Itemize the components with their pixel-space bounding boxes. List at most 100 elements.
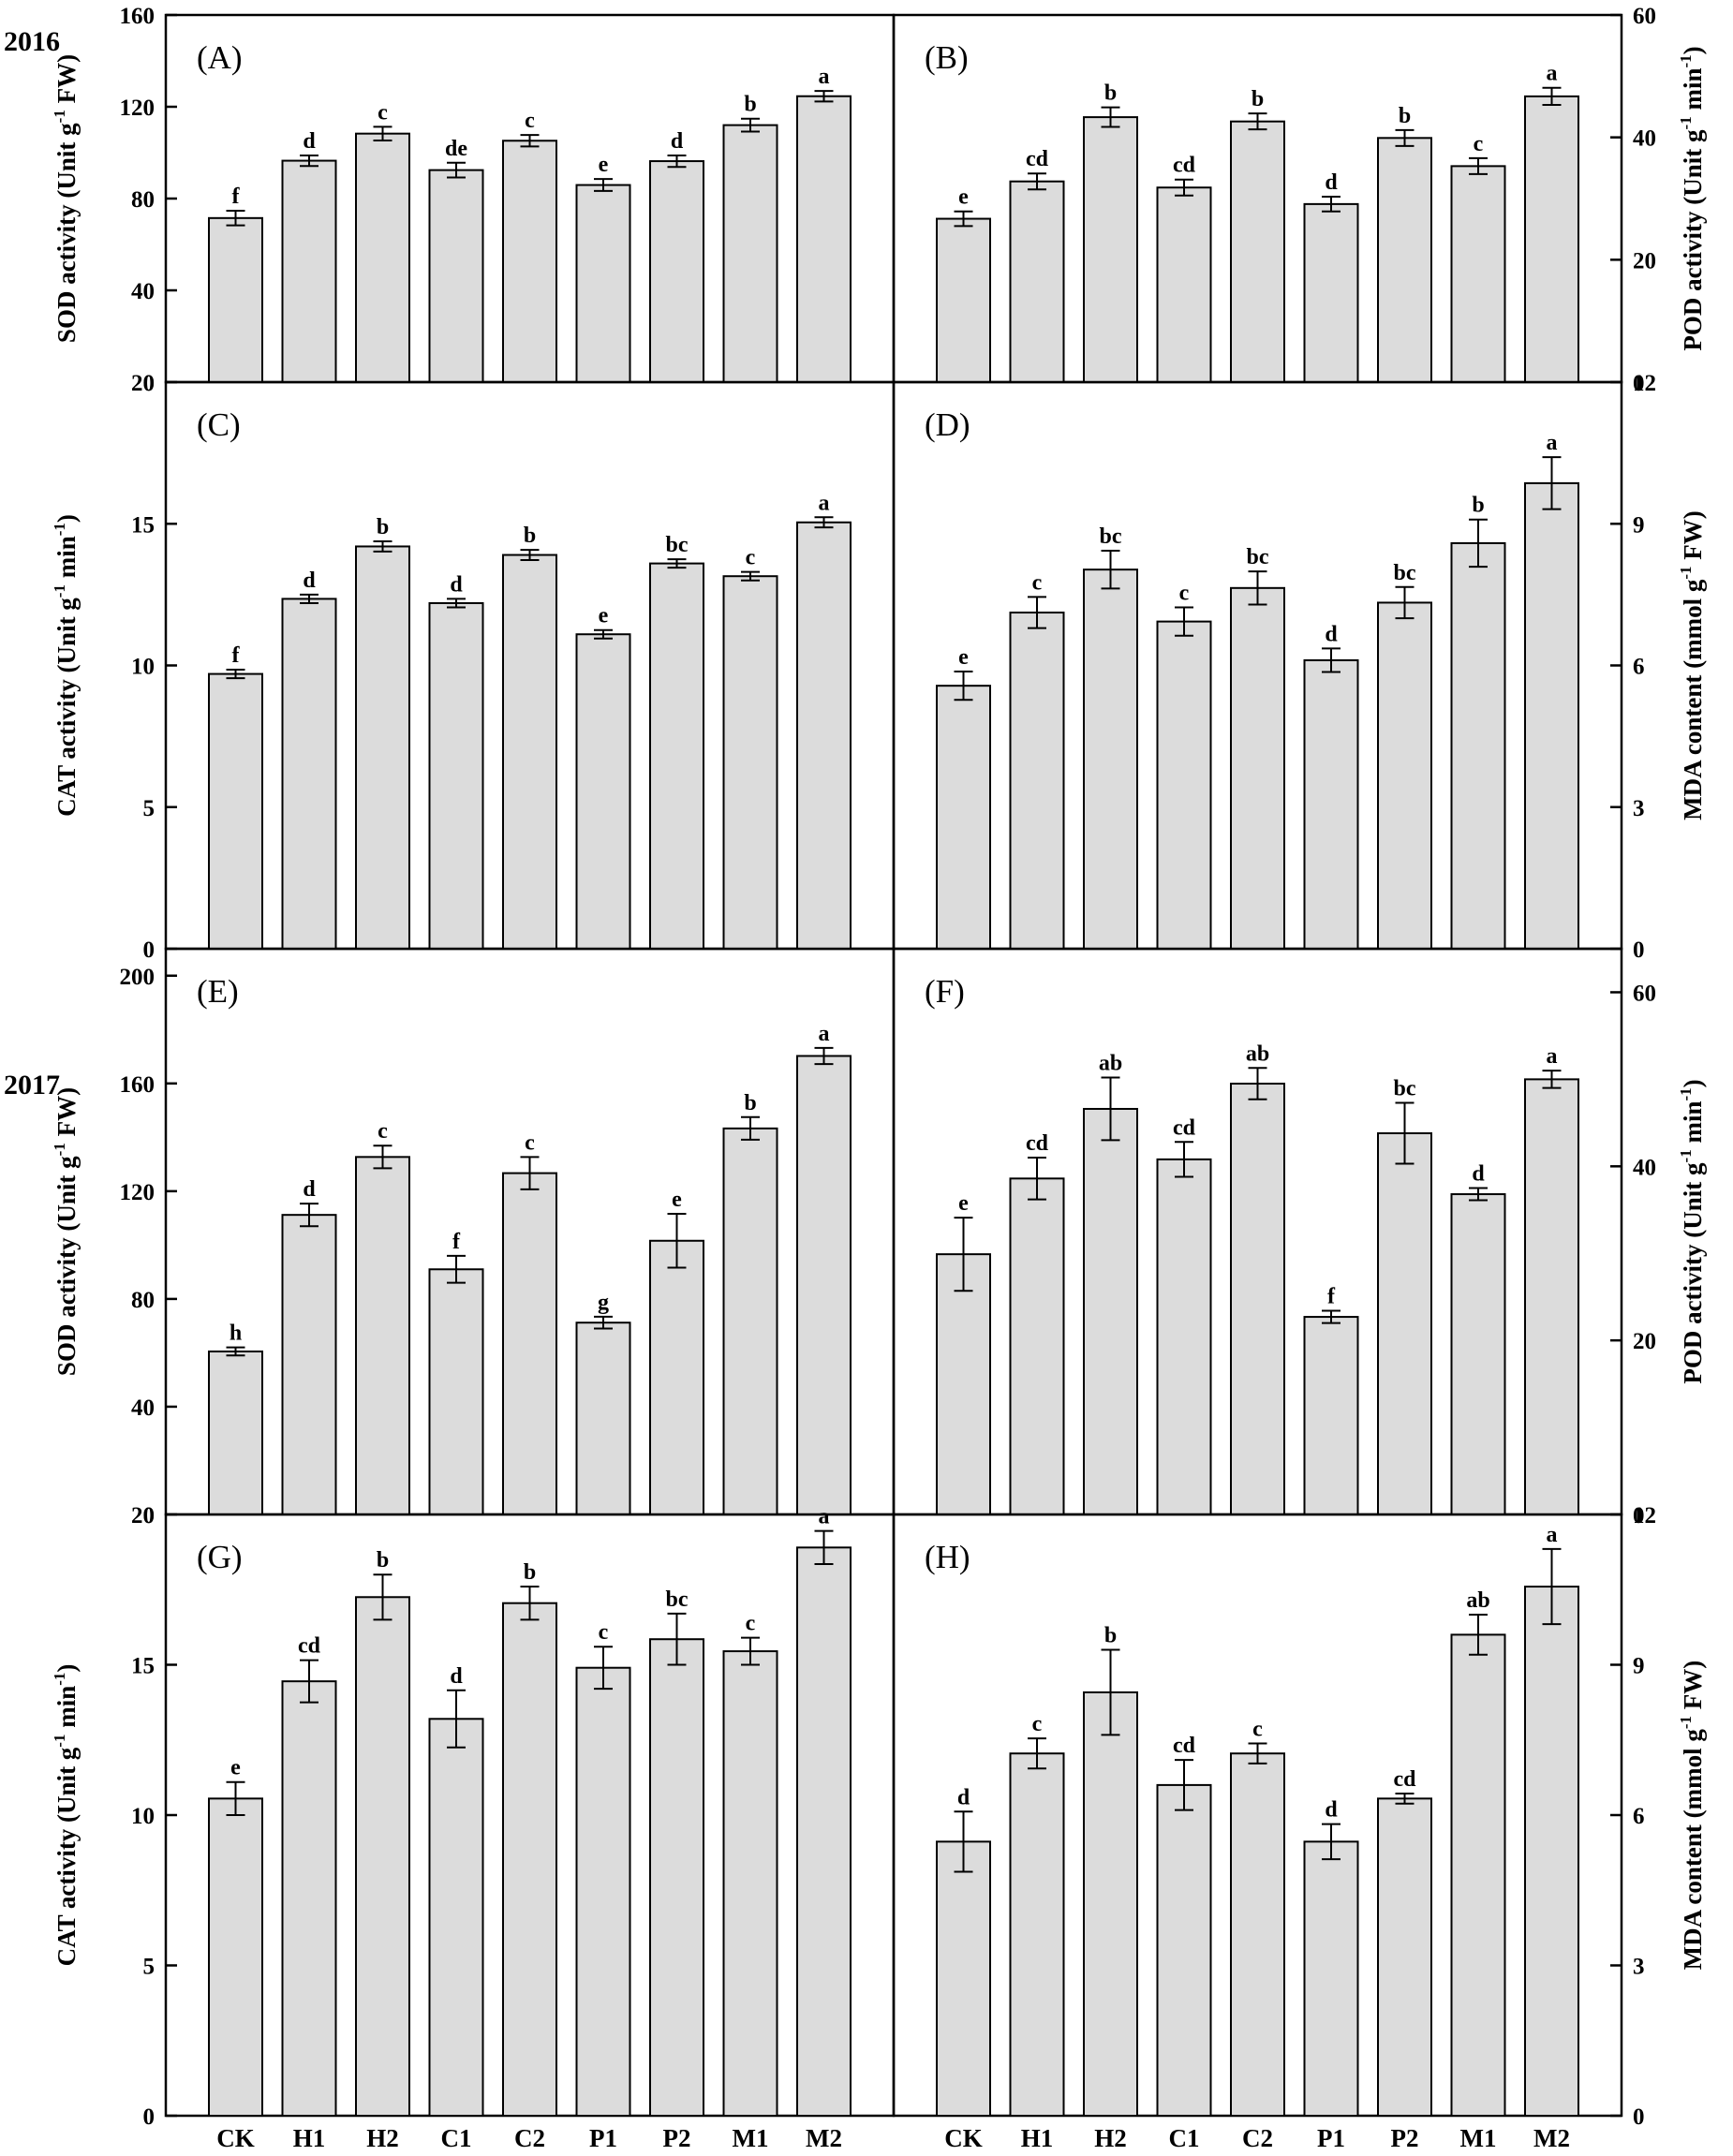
y-tick-label: 15 xyxy=(131,1654,155,1679)
bar-c1 xyxy=(428,1268,484,1516)
significance-letter: a xyxy=(819,1505,830,1529)
significance-letter: a xyxy=(819,491,830,515)
bar-m2 xyxy=(1524,1078,1579,1516)
bar-p1 xyxy=(575,633,631,950)
panel-d: (D) 0 3 6 9 12 MDA content (mmol g-1 FW) e c bc c b… xyxy=(892,371,1707,963)
y-tick-label: 160 xyxy=(120,4,156,29)
significance-letter: d xyxy=(450,572,463,597)
significance-letter: e xyxy=(599,153,609,177)
significance-letter: h xyxy=(230,1322,242,1346)
bar-m2 xyxy=(796,1055,852,1516)
bar-h1 xyxy=(1009,612,1065,950)
significance-letter: cd xyxy=(1026,147,1049,171)
significance-letter: b xyxy=(524,1560,536,1585)
bar-p2 xyxy=(1377,601,1432,951)
significance-letter: ab xyxy=(1246,1041,1269,1066)
significance-letter: cd xyxy=(1173,1734,1196,1758)
bar-ck xyxy=(208,1350,263,1515)
y-tick-label: 10 xyxy=(131,1804,155,1829)
y-tick-label: 80 xyxy=(131,1288,155,1313)
significance-letter: c xyxy=(599,1620,609,1645)
y-tick-label: 40 xyxy=(1633,1155,1656,1180)
significance-letter: d xyxy=(671,129,684,154)
bar-m2 xyxy=(1524,95,1579,383)
bar-ck xyxy=(936,217,991,383)
x-category-label: CK xyxy=(944,2124,983,2152)
bar-ck xyxy=(936,1840,991,2117)
bar-m1 xyxy=(1450,165,1506,383)
significance-letter: b xyxy=(377,515,389,539)
y-tick-label: 0 xyxy=(143,371,156,396)
significance-letter: c xyxy=(1252,1717,1263,1741)
bar-m2 xyxy=(796,1546,852,2118)
significance-letter: b xyxy=(1472,494,1484,518)
significance-letter: ab xyxy=(1099,1052,1122,1076)
y-tick-label: 3 xyxy=(1633,1955,1645,1980)
y-axis-title: POD activity (Unit g-1 min-1) xyxy=(1677,46,1707,350)
bar-c1 xyxy=(1156,1158,1212,1516)
y-tick-label: 6 xyxy=(1633,1804,1645,1829)
bar-h2 xyxy=(355,545,410,950)
y-tick-label: 0 xyxy=(1633,2104,1645,2130)
bar-m2 xyxy=(796,521,852,950)
bar-m1 xyxy=(722,575,778,951)
y-tick-label: 80 xyxy=(131,187,155,213)
bar-m1 xyxy=(722,1127,778,1515)
bar-m1 xyxy=(1450,1193,1506,1515)
significance-letter: d xyxy=(1325,1798,1338,1823)
panel-label: (G) xyxy=(197,1539,243,1575)
bar-p1 xyxy=(575,184,631,383)
y-tick-label: 20 xyxy=(1633,248,1656,273)
significance-letter: de xyxy=(445,137,467,161)
bar-c1 xyxy=(428,601,484,950)
panel-g: (G) 0 5 10 15 20 CAT activity (Unit g-1 min-1)… xyxy=(51,1503,896,2152)
significance-letter: d xyxy=(1325,170,1338,195)
bar-c2 xyxy=(502,1602,557,2117)
significance-letter: cd xyxy=(1173,1115,1196,1140)
significance-letter: bc xyxy=(1100,524,1122,549)
bar-h1 xyxy=(1009,180,1065,383)
bar-p1 xyxy=(1303,202,1359,383)
bar-c2 xyxy=(1230,120,1285,383)
significance-letter: a xyxy=(819,1022,830,1046)
significance-letter: a xyxy=(1547,431,1558,455)
bar-m1 xyxy=(722,124,778,383)
y-tick-label: 0 xyxy=(1633,938,1645,963)
y-tick-label: 200 xyxy=(120,965,156,990)
bar-h2 xyxy=(355,1156,410,1515)
significance-letter: e xyxy=(230,1756,241,1780)
bar-c2 xyxy=(1230,586,1285,950)
bar-h1 xyxy=(281,1214,337,1515)
significance-letter: bc xyxy=(1394,1076,1416,1100)
panel-e: (E) 0 40 80 120 160 200 SOD activity (Unit g-1 … xyxy=(51,947,896,1528)
significance-letter: bc xyxy=(1394,561,1416,585)
x-category-label: P2 xyxy=(1391,2124,1419,2152)
significance-letter: b xyxy=(1104,1623,1117,1647)
significance-letter: cd xyxy=(1173,154,1196,178)
y-tick-label: 160 xyxy=(120,1072,156,1098)
panel-h: (H) 0 3 6 9 12 MDA content (mmol g-1 FW) d CK c H1… xyxy=(892,1503,1707,2152)
bar-c1 xyxy=(1156,620,1212,950)
year-label-2017: 2017 xyxy=(4,1070,60,1100)
x-category-label: M1 xyxy=(733,2124,769,2152)
significance-letter: b xyxy=(1252,87,1264,111)
panel-label: (D) xyxy=(925,406,970,443)
significance-letter: a xyxy=(1547,1523,1558,1547)
y-tick-label: 5 xyxy=(143,796,156,821)
significance-letter: c xyxy=(1032,570,1043,595)
bar-ck xyxy=(936,685,991,950)
y-axis-title: MDA content (mmol g-1 FW) xyxy=(1677,510,1707,820)
bar-p2 xyxy=(1377,1131,1432,1516)
y-tick-label: 12 xyxy=(1633,371,1656,396)
y-tick-label: 9 xyxy=(1633,512,1645,538)
x-category-label: P1 xyxy=(589,2124,617,2152)
x-category-label: H2 xyxy=(1094,2124,1127,2152)
y-tick-label: 120 xyxy=(120,1180,156,1205)
significance-letter: ab xyxy=(1466,1588,1489,1613)
bar-h2 xyxy=(1083,1107,1138,1516)
significance-letter: c xyxy=(525,109,535,133)
bar-c2 xyxy=(1230,1752,1285,2117)
y-tick-label: 0 xyxy=(1633,1503,1645,1528)
